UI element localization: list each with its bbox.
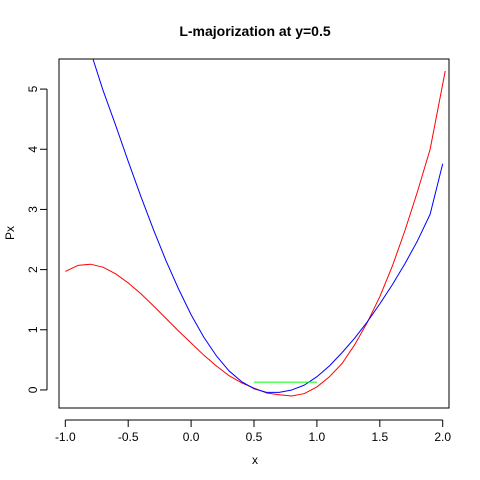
y-tick-label: 1	[26, 326, 40, 333]
x-tick-label: 1.0	[309, 430, 326, 444]
plot-area	[65, 59, 446, 397]
y-axis: 0 1 2 3 4 5	[26, 85, 48, 393]
x-tick-label: 1.5	[371, 430, 388, 444]
x-tick-label: 0.5	[246, 430, 263, 444]
x-tick-label: 0.0	[183, 430, 200, 444]
y-tick-label: 0	[26, 386, 40, 393]
y-tick-label: 4	[26, 146, 40, 153]
x-tick-label: -0.5	[118, 430, 139, 444]
series-line-1	[65, 70, 446, 397]
y-tick-label: 5	[26, 85, 40, 92]
x-tick-label: 2.0	[434, 430, 451, 444]
y-tick-label: 3	[26, 206, 40, 213]
x-axis-label: x	[252, 453, 258, 467]
series-line-2	[92, 59, 444, 393]
chart-title: L-majorization at y=0.5	[179, 23, 331, 39]
x-tick-label: -1.0	[55, 430, 76, 444]
plot-frame	[58, 58, 450, 409]
y-tick-label: 2	[26, 266, 40, 273]
x-axis: -1.0 -0.5 0.0 0.5 1.0 1.5 2.0	[55, 419, 451, 444]
y-axis-label: Px	[3, 226, 17, 240]
